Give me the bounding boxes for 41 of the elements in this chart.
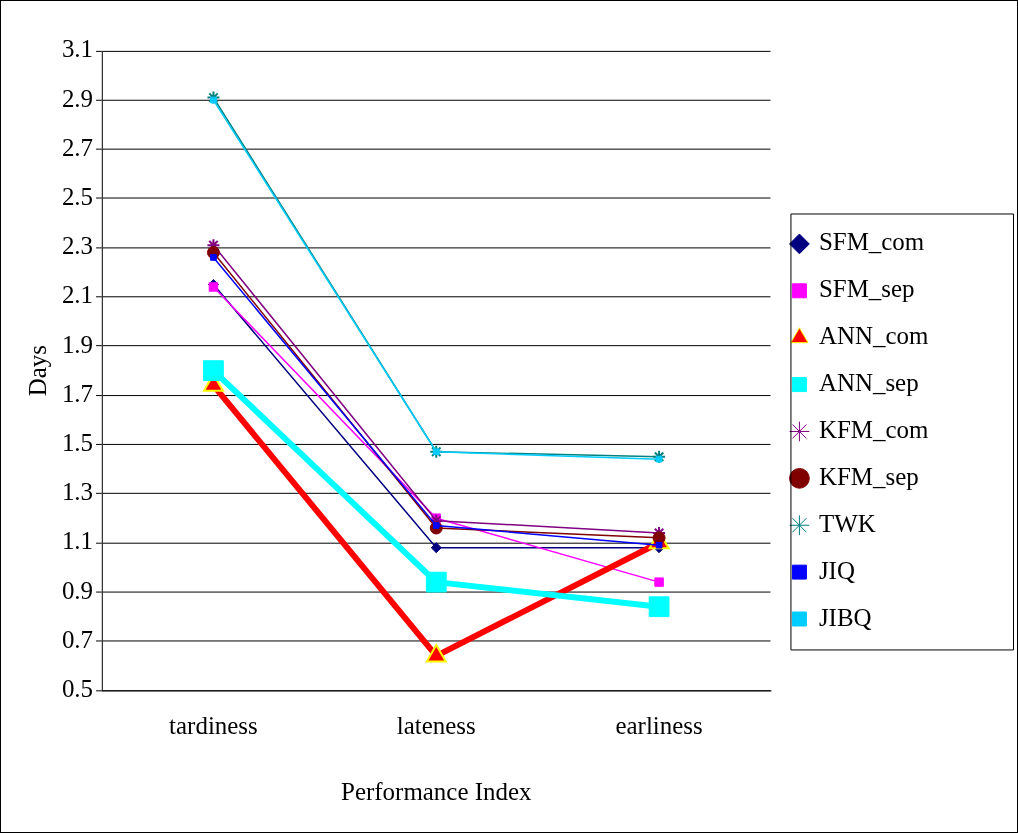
y-tick-label: 3.1	[61, 35, 94, 63]
point	[203, 360, 224, 381]
x-tick-label: tardiness	[169, 711, 258, 739]
point	[648, 596, 670, 618]
legend-label: ANN_com	[818, 322, 929, 350]
y-tick-label: 1.3	[61, 478, 94, 506]
legend-label: ANN_sep	[818, 369, 919, 397]
point	[652, 531, 666, 545]
y-tick-label: 2.1	[61, 281, 94, 309]
point	[654, 577, 664, 587]
legend-label: KFM_sep	[818, 462, 919, 490]
y-tick-label: 2.3	[61, 232, 94, 260]
legend-label: SFM_com	[818, 228, 925, 256]
point	[430, 542, 442, 554]
y-tick-label: 0.5	[61, 674, 94, 702]
legend-label: JIBQ	[818, 603, 872, 631]
legend-label: JIQ	[818, 556, 855, 584]
y-tick-label: 1.7	[61, 379, 94, 407]
y-tick-label: 2.5	[61, 183, 94, 210]
x-axis-title: Performance Index	[341, 777, 533, 805]
point	[432, 448, 440, 456]
x-tick-label: earliness	[615, 711, 703, 739]
point	[429, 444, 444, 459]
point	[652, 449, 667, 464]
legend-label: SFM_sep	[818, 275, 915, 303]
legend-label: KFM_com	[818, 416, 929, 444]
y-axis-title: Days	[24, 344, 52, 397]
point	[655, 455, 663, 463]
y-tick-label: 1.5	[61, 428, 94, 456]
y-tick-label: 0.7	[61, 625, 94, 653]
point	[206, 90, 221, 105]
y-tick-label: 2.9	[61, 84, 94, 112]
point	[425, 571, 447, 593]
legend-label: TWK	[818, 509, 876, 537]
point	[210, 254, 217, 261]
y-tick-label: 0.9	[61, 576, 94, 604]
x-tick-label: lateness	[396, 711, 476, 739]
y-tick-label: 1.9	[61, 330, 94, 358]
y-tick-label: 1.1	[61, 527, 94, 555]
y-tick-label: 2.7	[61, 133, 94, 161]
point	[210, 96, 217, 104]
